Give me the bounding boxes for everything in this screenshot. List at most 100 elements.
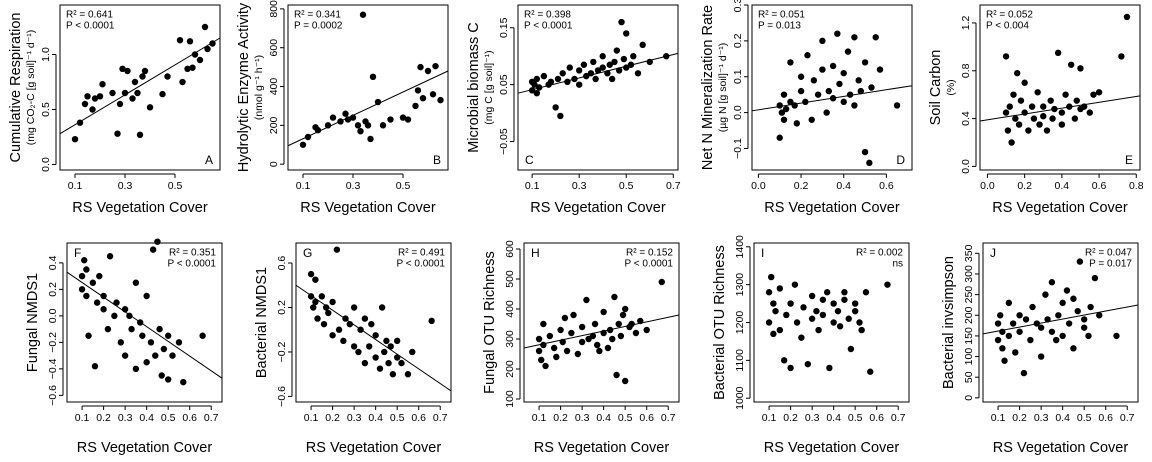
data-point (1012, 115, 1019, 122)
data-point (355, 348, 362, 356)
x-tick-label: 0.1 (304, 412, 319, 424)
data-point (164, 376, 172, 383)
data-point (152, 352, 159, 359)
data-point (1030, 115, 1038, 122)
data-point (191, 51, 199, 58)
data-point (99, 81, 106, 88)
data-point (876, 66, 884, 73)
data-point (583, 296, 590, 304)
y-axis-label: Bacterial OTU Richness (712, 245, 728, 400)
panel: 0.1 0.2 0.3 0.4 0.5 0.6 0.7 −0.6 −0.4 −0.2 0.0 0.2 0… (25, 238, 223, 456)
y-axis-label: Bacterial NMDS1 (254, 267, 270, 378)
data-point (96, 272, 103, 280)
x-axis-label: RS Vegetation Cover (534, 440, 670, 456)
data-point (1059, 332, 1066, 340)
x-tick-label: 0.1 (991, 412, 1006, 424)
data-point (132, 279, 140, 286)
data-point (861, 148, 869, 156)
data-point (116, 100, 124, 108)
data-point (872, 34, 879, 41)
stat-annotation: R² = 0.341 (294, 10, 341, 21)
data-point (1080, 324, 1088, 331)
panel: 0.1 0.3 0.5 0 200 400 600 800 RS Vegetation Cove… (236, 0, 449, 216)
data-point (361, 315, 369, 322)
data-point (542, 362, 549, 370)
x-tick-label: 0.7 (666, 180, 681, 192)
data-point (100, 292, 107, 300)
data-point (329, 332, 336, 339)
data-point (322, 304, 330, 311)
data-point (1087, 303, 1094, 311)
y-axis-label: Net N Mineralization Rate (700, 5, 716, 170)
data-point (634, 70, 642, 77)
y-tick-label: 200 (504, 360, 516, 378)
data-point (1001, 357, 1008, 364)
data-point (180, 378, 187, 386)
data-point (559, 70, 566, 77)
y-axis-label: Hydrolytic Enzyme Activity (236, 2, 252, 172)
data-point (71, 136, 79, 143)
data-point (78, 272, 86, 280)
data-point (159, 90, 166, 98)
data-point (580, 61, 588, 68)
x-tick-label: 0.8 (1129, 180, 1144, 192)
data-point (1040, 112, 1047, 120)
data-point (797, 87, 805, 95)
data-point (81, 257, 88, 264)
x-axis-label: RS Vegetation Cover (306, 440, 442, 456)
data-point (1090, 91, 1097, 98)
data-point (611, 58, 618, 66)
data-point (829, 62, 837, 70)
data-point (121, 352, 129, 359)
data-point (568, 329, 575, 337)
stat-annotation: R² = 0.152 (626, 248, 673, 259)
y-tick-label: −0.2 (276, 341, 288, 362)
data-point (424, 67, 432, 75)
data-point (787, 300, 794, 307)
data-point (139, 332, 146, 339)
data-point (1074, 307, 1081, 315)
data-point (1027, 336, 1034, 344)
plot-frame (979, 4, 1141, 171)
y-tick-label: 200 (268, 116, 280, 134)
data-point (553, 353, 560, 361)
x-axis-label: RS Vegetation Cover (300, 200, 436, 216)
plot-frame (295, 242, 452, 403)
x-tick-label: 0.3 (118, 180, 133, 192)
data-point (604, 344, 612, 352)
data-point (189, 64, 196, 71)
data-point (1016, 328, 1023, 335)
data-point (1095, 89, 1103, 96)
data-point (314, 127, 322, 134)
data-point (578, 338, 586, 346)
data-point (632, 329, 640, 337)
y-tick-label: 100 (963, 348, 975, 366)
y-tick-label: 0.0 (960, 159, 972, 174)
data-point (802, 98, 809, 106)
data-point (776, 326, 784, 334)
data-point (623, 30, 630, 37)
data-point (121, 89, 129, 97)
y-tick-label: −0.6 (276, 386, 288, 407)
data-point (596, 347, 603, 355)
y-axis-label: Fungal OTU Richness (482, 251, 498, 394)
y-tick-label: 0.5 (40, 102, 52, 117)
data-point (819, 37, 826, 45)
data-point (557, 326, 564, 334)
data-point (409, 348, 416, 356)
data-point (800, 304, 807, 311)
y-tick-label: 250 (963, 286, 975, 304)
data-point (143, 359, 150, 366)
x-tick-label: 0.7 (891, 412, 906, 424)
data-point (1036, 121, 1043, 128)
data-point (851, 300, 859, 307)
data-point (867, 368, 874, 375)
data-point (1067, 61, 1075, 68)
x-tick-label: 0.3 (1034, 412, 1049, 424)
data-point (994, 336, 1002, 344)
data-point (78, 286, 86, 293)
data-point (1052, 336, 1060, 344)
panel-letter: F (74, 246, 81, 260)
stat-annotation: P < 0.0001 (66, 21, 115, 32)
data-point (117, 339, 125, 346)
